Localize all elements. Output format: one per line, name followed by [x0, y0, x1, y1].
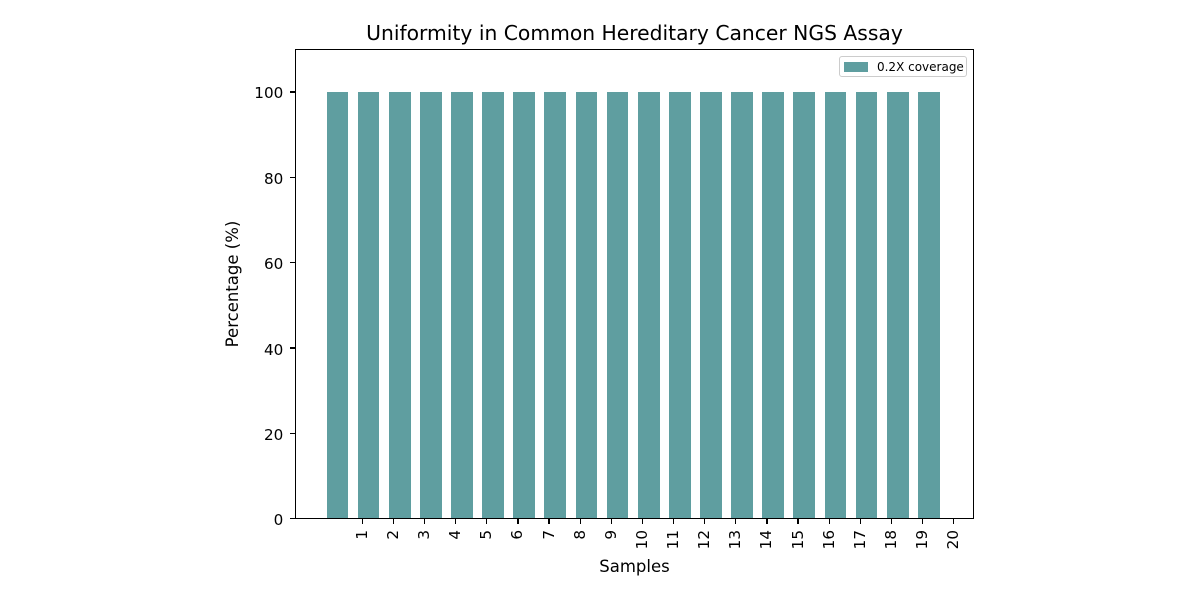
bar-sample-1: [326, 91, 349, 519]
x-tick-label-2: 2: [383, 530, 402, 540]
bar-sample-9: [575, 91, 598, 519]
y-tick-mark-100: [290, 91, 296, 93]
x-tick-label-15: 15: [788, 530, 807, 550]
y-axis-label: Percentage (%): [222, 220, 242, 348]
x-tick-mark-20: [953, 519, 955, 525]
y-tick-label-100: 100: [254, 84, 284, 103]
x-axis-label: Samples: [599, 557, 670, 577]
y-tick-mark-20: [290, 432, 296, 435]
plot-area: [295, 48, 974, 520]
x-tick-label-5: 5: [477, 530, 496, 540]
y-tick-label-60: 60: [263, 255, 284, 274]
bar-sample-15: [762, 91, 785, 519]
bar-sample-18: [855, 91, 878, 519]
y-tick-mark-40: [290, 347, 296, 349]
x-tick-mark-8: [579, 519, 581, 525]
x-tick-mark-4: [455, 519, 457, 525]
bar-sample-19: [886, 91, 909, 519]
y-tick-label-20: 20: [263, 425, 284, 444]
x-tick-mark-15: [797, 519, 799, 525]
x-tick-label-7: 7: [539, 530, 558, 540]
x-tick-mark-12: [704, 519, 706, 525]
y-tick-label-40: 40: [263, 340, 284, 359]
x-tick-label-4: 4: [446, 530, 465, 540]
x-tick-label-6: 6: [508, 530, 527, 540]
x-tick-label-10: 10: [632, 530, 651, 550]
x-tick-mark-11: [672, 519, 675, 525]
x-tick-mark-16: [828, 519, 830, 525]
x-tick-label-1: 1: [352, 530, 371, 540]
legend-swatch: [844, 62, 868, 72]
bar-sample-3: [388, 91, 411, 519]
x-tick-label-16: 16: [819, 530, 838, 550]
x-tick-mark-3: [423, 519, 426, 525]
x-tick-label-19: 19: [913, 530, 932, 550]
x-tick-mark-14: [766, 519, 768, 525]
x-tick-mark-2: [392, 519, 394, 525]
bar-sample-6: [482, 91, 504, 519]
x-tick-mark-10: [641, 519, 644, 525]
y-tick-label-0: 0: [273, 511, 284, 530]
bar-sample-12: [668, 91, 691, 519]
bar-sample-5: [451, 91, 473, 519]
y-tick-mark-80: [290, 176, 296, 178]
x-tick-mark-6: [517, 519, 519, 525]
x-tick-mark-1: [361, 519, 363, 525]
y-tick-mark-60: [290, 262, 296, 264]
x-tick-mark-7: [548, 519, 550, 525]
x-tick-label-14: 14: [757, 530, 776, 550]
bar-sample-10: [606, 91, 629, 519]
x-tick-mark-19: [921, 519, 924, 525]
y-tick-mark-0: [290, 518, 296, 520]
x-tick-label-8: 8: [570, 530, 589, 540]
bar-sample-14: [731, 91, 753, 519]
x-tick-label-18: 18: [881, 530, 900, 550]
x-tick-label-17: 17: [850, 530, 869, 550]
bar-sample-4: [419, 91, 442, 519]
bar-sample-11: [637, 91, 660, 519]
bar-sample-16: [793, 91, 816, 519]
y-tick-label-80: 80: [263, 169, 284, 188]
chart-title: Uniformity in Common Hereditary Cancer N…: [366, 20, 903, 45]
legend: 0.2X coverage: [839, 56, 968, 77]
x-tick-label-13: 13: [726, 530, 745, 550]
x-tick-label-9: 9: [601, 530, 620, 540]
x-tick-mark-9: [610, 519, 612, 525]
x-tick-label-3: 3: [415, 530, 434, 540]
bar-sample-17: [824, 91, 847, 519]
bar-sample-8: [544, 91, 567, 519]
x-tick-label-20: 20: [944, 530, 963, 550]
bar-sample-20: [917, 91, 940, 519]
legend-label: 0.2X coverage: [876, 59, 964, 74]
x-tick-label-12: 12: [695, 530, 714, 550]
x-tick-label-11: 11: [664, 530, 683, 550]
x-tick-mark-13: [735, 519, 737, 525]
x-tick-mark-18: [890, 519, 893, 525]
bar-sample-7: [513, 91, 536, 519]
x-tick-mark-5: [486, 519, 488, 525]
bar-sample-2: [357, 91, 380, 519]
x-tick-mark-17: [859, 519, 861, 525]
bar-sample-13: [700, 91, 722, 519]
